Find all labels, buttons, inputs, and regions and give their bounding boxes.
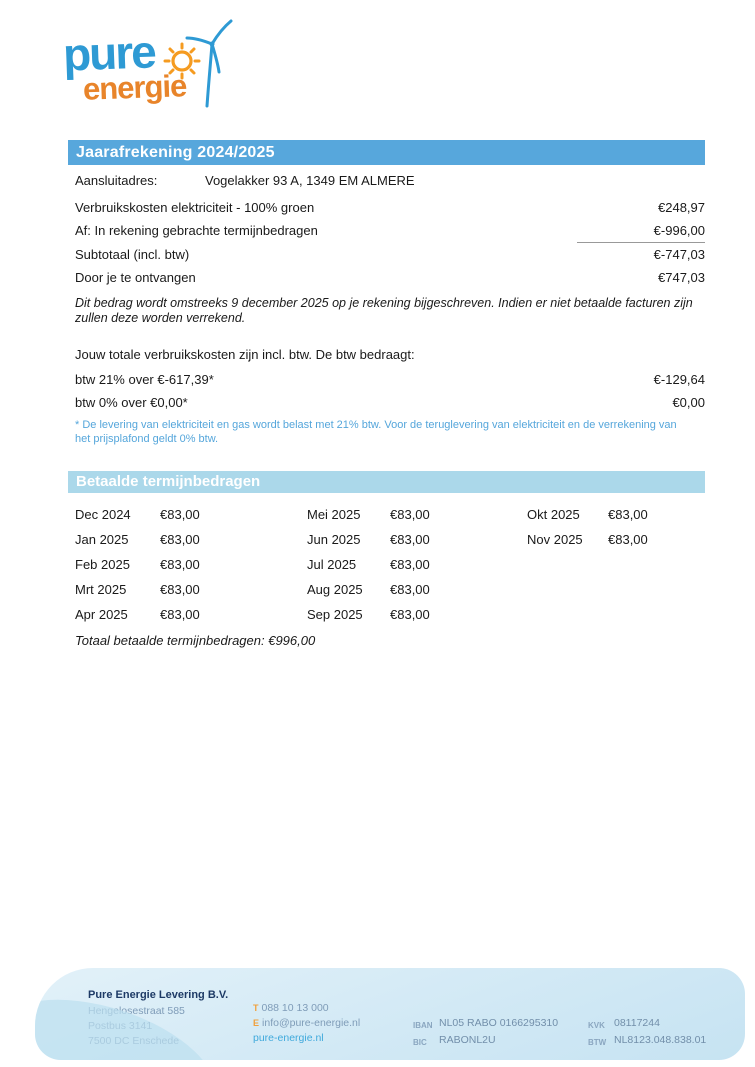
btw-footnote: * De levering van elektriciteit en gas w…	[75, 419, 677, 445]
bic-label: BIC	[413, 1038, 427, 1047]
charge-row-verbruikskosten: Verbruikskosten elektriciteit - 100% gro…	[68, 196, 705, 219]
charge-row-subtotaal: Subtotaal (incl. btw) €-747,03	[68, 243, 705, 266]
email-label: E	[253, 1018, 260, 1028]
payment-amount: €83,00	[160, 532, 200, 547]
footer-phone-row: T 088 10 13 000	[253, 1001, 360, 1016]
payments-table: Dec 2024 €83,00 Mei 2025 €83,00 Okt 2025…	[68, 502, 705, 627]
btw-intro: Jouw totale verbruikskosten zijn incl. b…	[75, 347, 415, 362]
wind-turbine-icon	[185, 18, 237, 115]
payment-month: Jun 2025	[307, 532, 361, 547]
btw-label: btw 0% over €0,00*	[75, 395, 188, 410]
payment-month: Sep 2025	[307, 607, 363, 622]
payment-amount: €83,00	[390, 582, 430, 597]
payment-amount: €83,00	[608, 532, 648, 547]
btw-number-label: BTW	[588, 1038, 607, 1047]
payment-month: Okt 2025	[527, 507, 580, 522]
payment-amount: €83,00	[608, 507, 648, 522]
charge-label: Subtotaal (incl. btw)	[75, 247, 190, 262]
address-value: Vogelakker 93 A, 1349 EM ALMERE	[205, 173, 415, 188]
phone-label: T	[253, 1003, 259, 1013]
pure-energie-logo: pure energie	[62, 18, 233, 113]
kvk-label: KVK	[588, 1021, 605, 1030]
footer-email-link[interactable]: info@pure-energie.nl	[262, 1017, 361, 1029]
footer-address-line: 7500 DC Enschede	[88, 1035, 180, 1047]
footer-company-block: Pure Energie Levering B.V. Hengelosestra…	[88, 988, 228, 1049]
payment-month: Feb 2025	[75, 557, 130, 572]
charge-label: Verbruikskosten elektriciteit - 100% gro…	[75, 200, 315, 215]
charge-amount: €747,03	[658, 270, 705, 285]
iban-value: NL05 RABO 0166295310	[439, 1017, 559, 1029]
btw-list: btw 21% over €-617,39* €-129,64 btw 0% o…	[68, 368, 705, 414]
payment-amount: €83,00	[160, 607, 200, 622]
charge-row-termijnbedragen: Af: In rekening gebrachte termijnbedrage…	[68, 219, 705, 242]
charge-row-ontvangen: Door je te ontvangen €747,03	[68, 266, 705, 289]
payment-month: Nov 2025	[527, 532, 583, 547]
payment-month: Apr 2025	[75, 607, 128, 622]
payment-month: Mrt 2025	[75, 582, 127, 597]
invoice-body: Jaarafrekening 2024/2025 Aansluitadres: …	[68, 140, 705, 648]
iban-row: IBAN NL05 RABO 0166295310	[413, 1016, 558, 1033]
payout-note: Dit bedrag wordt omstreeks 9 december 20…	[75, 296, 693, 325]
kvk-row: KVK 08117244	[588, 1016, 706, 1033]
charge-label: Af: In rekening gebrachte termijnbedrage…	[75, 223, 318, 238]
payment-amount: €83,00	[160, 507, 200, 522]
payment-month: Dec 2024	[75, 507, 131, 522]
payments-total: Totaal betaalde termijnbedragen: €996,00	[75, 633, 316, 648]
footer-registration-block: KVK 08117244 BTW NL8123.048.838.01	[588, 1016, 706, 1050]
footer-address-line: Postbus 3141	[88, 1020, 153, 1032]
footer-bank-block: IBAN NL05 RABO 0166295310 BIC RABONL2U	[413, 1016, 558, 1050]
btw-number-value: NL8123.048.838.01	[614, 1034, 707, 1046]
payment-month: Jan 2025	[75, 532, 129, 547]
btw-amount: €0,00	[672, 395, 705, 410]
payment-amount: €83,00	[160, 582, 200, 597]
footer-address-line: Hengelosestraat 585	[88, 1005, 185, 1017]
kvk-value: 08117244	[614, 1017, 660, 1029]
btw-row-21: btw 21% over €-617,39* €-129,64	[68, 368, 705, 391]
iban-label: IBAN	[413, 1021, 433, 1030]
charge-amount: €248,97	[658, 200, 705, 215]
btw-amount: €-129,64	[653, 372, 705, 387]
footer-phone: 088 10 13 000	[261, 1002, 329, 1014]
footer-website-row: pure-energie.nl	[253, 1031, 360, 1046]
connection-address-row: Aansluitadres: Vogelakker 93 A, 1349 EM …	[68, 173, 705, 188]
footer-website-link[interactable]: pure-energie.nl	[253, 1032, 324, 1044]
payment-amount: €83,00	[390, 607, 430, 622]
payment-amount: €83,00	[390, 532, 430, 547]
btw-number-row: BTW NL8123.048.838.01	[588, 1033, 706, 1050]
charges-list: Verbruikskosten elektriciteit - 100% gro…	[68, 196, 705, 289]
btw-row-0: btw 0% over €0,00* €0,00	[68, 391, 705, 414]
sun-icon	[159, 36, 205, 87]
payment-month: Aug 2025	[307, 582, 363, 597]
payment-amount: €83,00	[160, 557, 200, 572]
payment-month: Mei 2025	[307, 507, 361, 522]
section-header-jaarafrekening: Jaarafrekening 2024/2025	[68, 140, 705, 165]
charge-amount: €-996,00	[653, 223, 705, 238]
payment-amount: €83,00	[390, 557, 430, 572]
btw-label: btw 21% over €-617,39*	[75, 372, 214, 387]
charge-label: Door je te ontvangen	[75, 270, 196, 285]
footer-company-name: Pure Energie Levering B.V.	[88, 989, 229, 1001]
payment-amount: €83,00	[390, 507, 430, 522]
charge-amount: €-747,03	[653, 247, 705, 262]
bic-value: RABONL2U	[439, 1034, 496, 1046]
payment-month: Jul 2025	[307, 557, 357, 572]
footer-panel: Pure Energie Levering B.V. Hengelosestra…	[35, 968, 745, 1060]
subtotal-divider	[577, 242, 705, 243]
bic-row: BIC RABONL2U	[413, 1033, 558, 1050]
section-header-betaalde-termijnbedragen: Betaalde termijnbedragen	[68, 471, 705, 493]
address-label: Aansluitadres:	[75, 173, 158, 188]
